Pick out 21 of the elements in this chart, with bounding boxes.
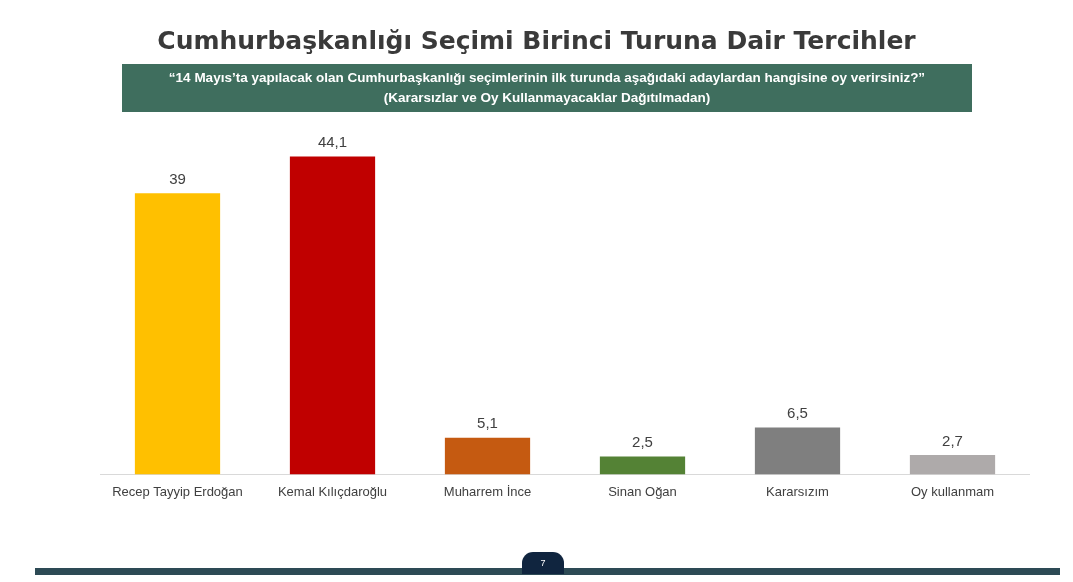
x-tick-label: Recep Tayyip Erdoğan	[112, 483, 243, 499]
chart-subtitle: “14 Mayıs’ta yapılacak olan Cumhurbaşkanlığı seçimlerinin ilk turunda aşağıdaki adaylardan hangisine oy verirsiniz?” (Kararsızlar ve Oy Kullanmayacaklar Dağıtılmadan)	[122, 64, 972, 112]
data-label: 2,7	[942, 431, 963, 449]
x-tick-label: Kararsızım	[766, 483, 829, 499]
bar	[289, 156, 376, 475]
x-tick-label: Oy kullanmam	[910, 483, 995, 499]
bar	[909, 454, 996, 475]
data-label: 2,5	[632, 433, 653, 451]
bar	[599, 456, 686, 475]
data-label: 6,5	[787, 404, 808, 422]
x-tick-label: Sinan Oğan	[608, 483, 677, 499]
bar	[444, 437, 531, 475]
data-label: 44,1	[317, 133, 348, 151]
x-tick-label: Muharrem İnce	[443, 483, 532, 499]
text: 7	[522, 552, 564, 574]
x-tick-label: Kemal Kılıçdaroğlu	[277, 483, 388, 499]
data-label: 5,1	[477, 414, 498, 432]
bar	[754, 427, 841, 475]
bar	[134, 193, 221, 475]
data-label: 39	[169, 169, 186, 187]
chart-title: Cumhurbaşkanlığı Seçimi Birinci Turuna Dair Tercihler	[156, 26, 917, 55]
